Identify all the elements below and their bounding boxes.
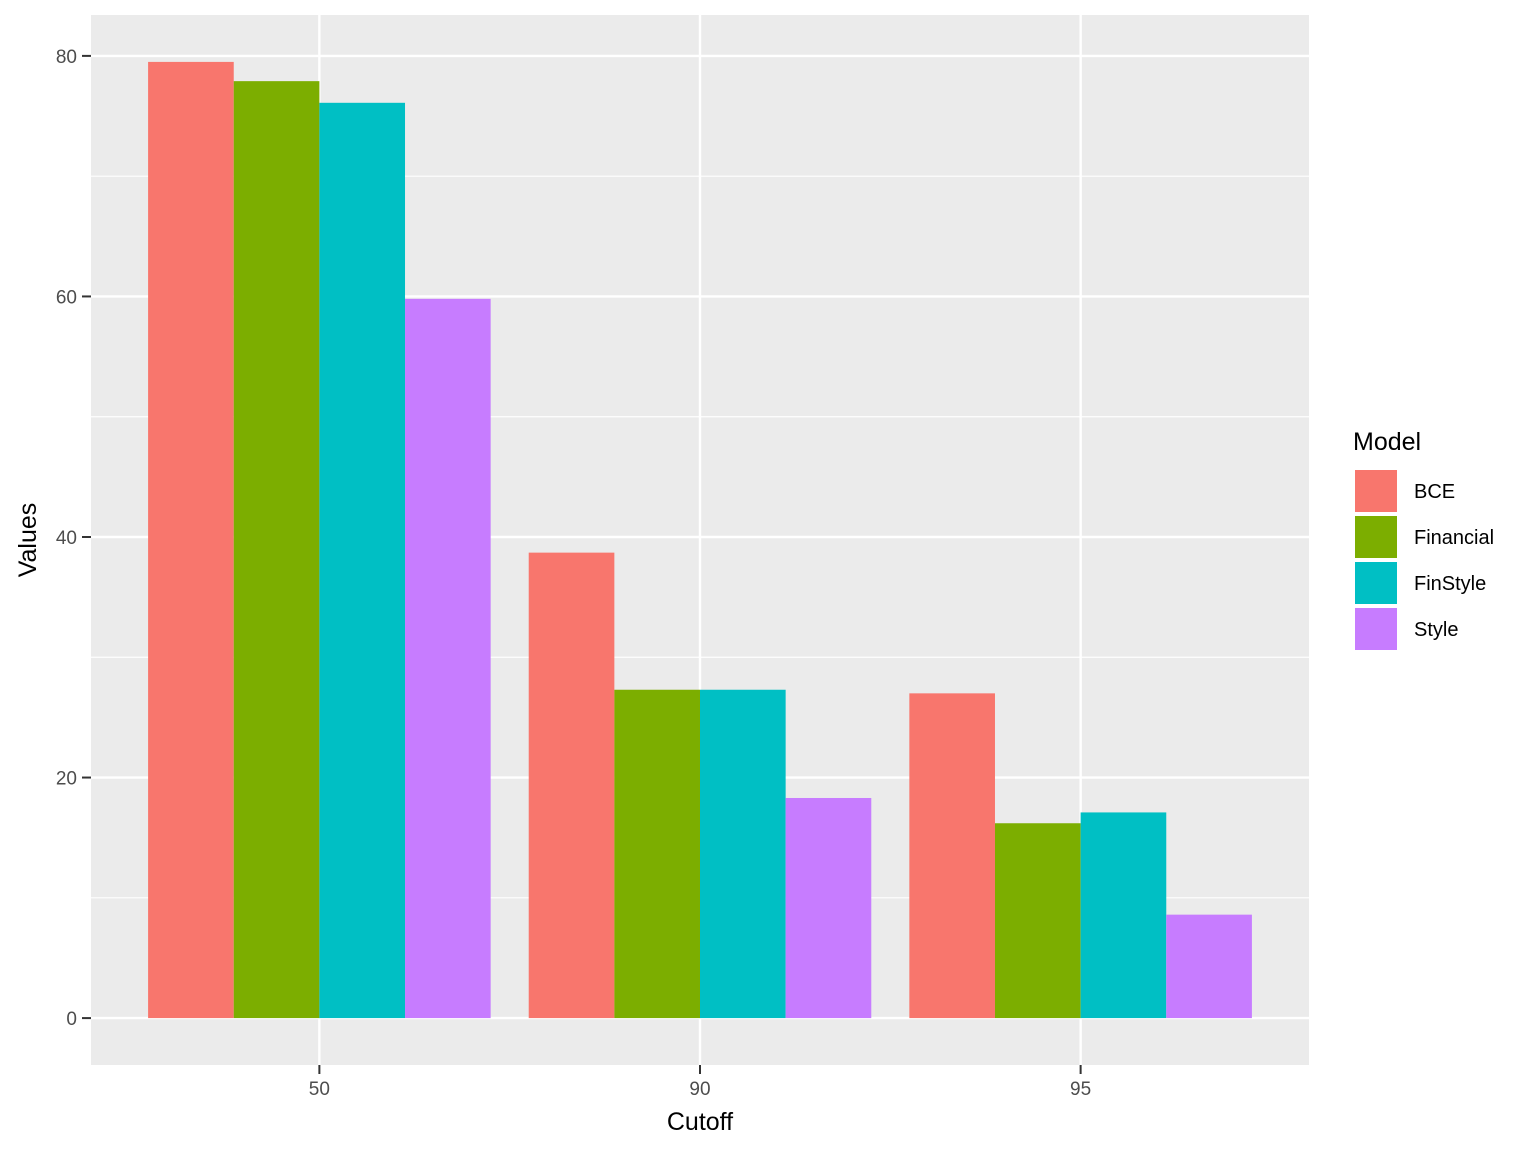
x-tick-label: 95 (1070, 1079, 1091, 1100)
y-tick-label: 0 (66, 1009, 77, 1030)
y-tick-label: 80 (56, 47, 77, 68)
legend-key-finstyle (1355, 562, 1397, 604)
y-tick-label: 40 (56, 528, 77, 549)
legend-key-bce (1355, 470, 1397, 512)
legend-label-finstyle: FinStyle (1414, 573, 1486, 595)
bar-bce-50 (148, 61, 234, 1019)
legend-key-financial (1355, 516, 1397, 558)
bar-bce-90 (528, 552, 615, 1019)
bar-style-50 (405, 298, 491, 1019)
bar-style-95 (1166, 914, 1252, 1019)
bar-finstyle-95 (1080, 812, 1167, 1019)
legend-label-style: Style (1414, 619, 1458, 641)
x-tick-label: 50 (309, 1079, 330, 1100)
y-tick-label: 20 (56, 769, 77, 790)
x-tick-label: 90 (689, 1079, 710, 1100)
y-axis: 0 20 40 60 80 (56, 47, 91, 1030)
legend-label-bce: BCE (1414, 481, 1455, 503)
x-axis-title: Cutoff (667, 1108, 733, 1136)
bar-style-90 (785, 797, 872, 1019)
bar-financial-90 (614, 689, 700, 1019)
bars (148, 61, 1252, 1019)
legend-title: Model (1353, 428, 1421, 456)
bar-financial-95 (994, 823, 1081, 1019)
legend-label-financial: Financial (1414, 527, 1494, 549)
bar-finstyle-90 (700, 689, 786, 1019)
legend: Model BCE Financial FinStyle Style (1353, 428, 1494, 650)
y-tick-label: 60 (56, 287, 77, 308)
legend-key-style (1355, 608, 1397, 650)
bar-financial-50 (233, 81, 320, 1019)
x-axis: 50 90 95 (309, 1065, 1091, 1100)
y-axis-title: Values (14, 503, 42, 578)
bar-bce-95 (909, 693, 995, 1019)
bar-finstyle-50 (319, 102, 406, 1019)
